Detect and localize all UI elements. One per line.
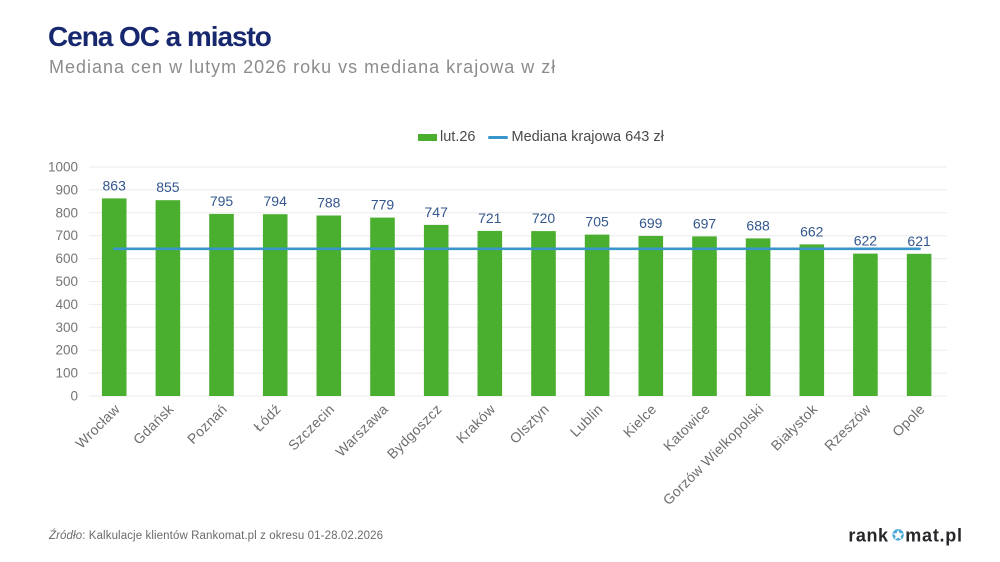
svg-text:Lublin: Lublin [567,401,606,440]
svg-text:900: 900 [55,182,78,197]
svg-text:Katowice: Katowice [660,401,713,454]
svg-text:Opole: Opole [889,401,928,440]
svg-text:855: 855 [156,179,180,195]
svg-text:795: 795 [210,193,234,209]
svg-text:Gdańsk: Gdańsk [130,400,177,447]
svg-text:mat.pl: mat.pl [905,526,963,546]
svg-text:1000: 1000 [48,160,78,175]
svg-text:622: 622 [854,233,878,249]
svg-text:863: 863 [103,177,127,193]
svg-text:Kielce: Kielce [620,401,660,441]
svg-text:662: 662 [800,223,824,239]
svg-text:400: 400 [55,297,78,312]
svg-text:721: 721 [478,210,502,226]
svg-text:600: 600 [55,251,78,266]
svg-text:Rzeszów: Rzeszów [821,400,874,453]
svg-text:788: 788 [317,195,341,211]
svg-text:Gorzów Wielkopolski: Gorzów Wielkopolski [660,401,767,508]
svg-text:Szczecin: Szczecin [285,401,338,454]
svg-text:Warszawa: Warszawa [332,401,391,460]
svg-text:697: 697 [693,215,717,231]
svg-text:794: 794 [264,193,288,209]
svg-text:Bydgoszcz: Bydgoszcz [384,401,445,462]
svg-text:500: 500 [55,274,78,289]
svg-text:rank: rank [848,526,889,546]
svg-text:Olsztyn: Olsztyn [506,401,552,447]
svg-text:200: 200 [55,343,78,358]
svg-text:747: 747 [425,204,449,220]
svg-text:Białystok: Białystok [768,400,821,453]
svg-text:621: 621 [907,233,931,249]
svg-text:Łódź: Łódź [250,401,284,435]
svg-text:700: 700 [55,228,78,243]
svg-text:699: 699 [639,215,663,231]
svg-text:705: 705 [585,214,609,230]
svg-text:688: 688 [746,217,770,233]
svg-text:100: 100 [55,366,78,381]
svg-text:779: 779 [371,197,395,213]
svg-text:Kraków: Kraków [453,400,499,446]
svg-text:Poznań: Poznań [184,401,230,447]
svg-text:800: 800 [55,205,78,220]
svg-text:300: 300 [55,320,78,335]
svg-text:Wrocław: Wrocław [72,400,123,451]
svg-text:0: 0 [70,389,78,404]
svg-text:720: 720 [532,210,556,226]
